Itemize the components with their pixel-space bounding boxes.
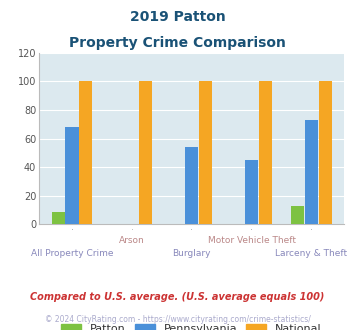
Text: © 2024 CityRating.com - https://www.cityrating.com/crime-statistics/: © 2024 CityRating.com - https://www.city… <box>45 315 310 324</box>
Text: Compared to U.S. average. (U.S. average equals 100): Compared to U.S. average. (U.S. average … <box>30 292 325 302</box>
Bar <box>291 206 304 224</box>
Text: Larceny & Theft: Larceny & Theft <box>275 249 348 258</box>
Bar <box>79 82 92 224</box>
Bar <box>199 82 212 224</box>
Bar <box>185 147 198 224</box>
Bar <box>65 127 78 224</box>
Bar <box>318 82 332 224</box>
Text: 2019 Patton: 2019 Patton <box>130 10 225 24</box>
Text: All Property Crime: All Property Crime <box>31 249 113 258</box>
Text: Property Crime Comparison: Property Crime Comparison <box>69 36 286 50</box>
Text: Motor Vehicle Theft: Motor Vehicle Theft <box>208 236 296 245</box>
Bar <box>51 212 65 224</box>
Bar <box>259 82 272 224</box>
Bar <box>305 120 318 224</box>
Legend: Patton, Pennsylvania, National: Patton, Pennsylvania, National <box>57 319 326 330</box>
Text: Burglary: Burglary <box>173 249 211 258</box>
Text: Arson: Arson <box>119 236 145 245</box>
Bar <box>245 160 258 224</box>
Bar <box>139 82 152 224</box>
